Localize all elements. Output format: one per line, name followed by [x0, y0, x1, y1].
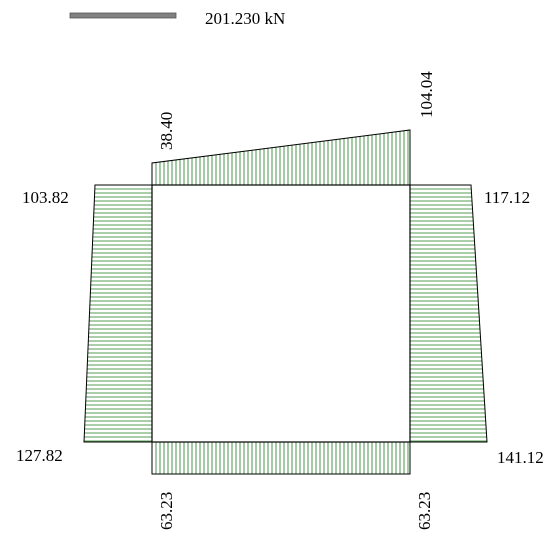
legend-scale-bar — [69, 12, 177, 19]
bottom-beam-right-value: 63.23 — [415, 492, 434, 530]
top-beam-diagram — [151, 130, 409, 185]
left-column-top-value: 103.82 — [22, 188, 69, 207]
right-column-diagram — [410, 184, 487, 442]
left-column-outline — [83, 184, 153, 443]
left-column-bottom-value: 127.82 — [16, 446, 63, 465]
top-beam-left-value: 38.40 — [157, 112, 176, 150]
legend: 201.230 kN — [69, 9, 285, 28]
bottom-beam-left-value: 63.23 — [157, 492, 176, 530]
bottom-beam-diagram — [151, 442, 409, 474]
top-beam-right-value: 104.04 — [417, 71, 436, 118]
bottom-beam-outline — [151, 441, 411, 475]
left-column-diagram — [84, 184, 152, 442]
right-column-top-value: 117.12 — [484, 188, 530, 207]
right-column-outline — [409, 184, 488, 443]
right-column-bottom-value: 141.12 — [497, 448, 544, 467]
top-beam-outline — [151, 129, 411, 186]
frame-structure — [151, 184, 411, 443]
legend-scale-label: 201.230 kN — [205, 9, 285, 28]
